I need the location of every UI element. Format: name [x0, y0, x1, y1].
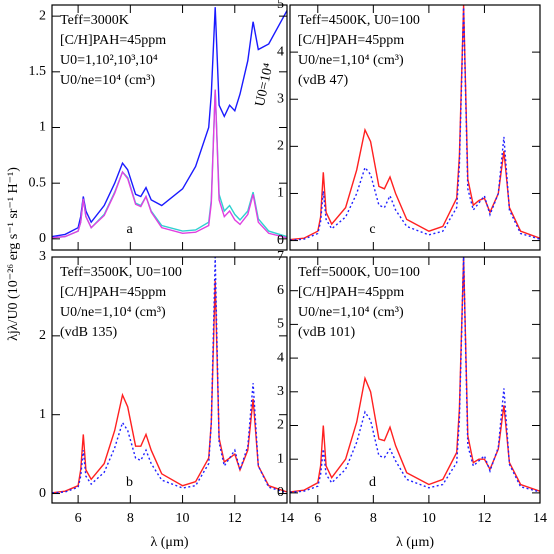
spectrum-line	[52, 280, 287, 494]
spectrum-line	[290, 257, 540, 493]
panel-label: a	[126, 222, 133, 237]
y-tick-label: 0	[39, 486, 46, 501]
y-tick-label: 0	[277, 485, 284, 500]
plot-frame	[51, 256, 288, 504]
y-tick-label: 1	[39, 120, 46, 135]
annotation: Teff=3500K, U0=100	[60, 265, 182, 280]
y-tick-label: 0.5	[29, 175, 47, 190]
annotation: (vdB 47)	[298, 73, 349, 88]
plot-frame	[289, 256, 541, 504]
y-tick-label: 3	[277, 91, 284, 106]
annotation: U0=1,10²,10³,10⁴	[60, 53, 158, 68]
annotation: (vdB 135)	[60, 325, 118, 340]
annotation: (vdB 101)	[298, 325, 356, 340]
x-tick-label: 12	[228, 511, 242, 526]
annotation: [C/H]PAH=45ppm	[60, 285, 166, 300]
y-tick-label: 1.5	[29, 64, 47, 79]
plot-lines	[52, 7, 287, 239]
annotation: U0/ne=1,10⁴ (cm³)	[298, 53, 404, 68]
y-tick-label: 2	[277, 418, 284, 433]
x-tick-label: 6	[75, 511, 82, 526]
x-tick-label: 12	[477, 511, 491, 526]
spectrum-line	[290, 5, 540, 241]
y-tick-label: 4	[277, 350, 284, 365]
panel-label: d	[369, 475, 376, 490]
plot-lines	[52, 257, 287, 494]
spectrum-line	[52, 89, 287, 239]
annotation: [C/H]PAH=45ppm	[298, 285, 404, 300]
annotation: Teff=4500K, U0=100	[298, 13, 420, 28]
x-tick-label: 10	[422, 511, 436, 526]
x-axis-label: λ (μm)	[150, 535, 188, 550]
x-tick-label: 8	[370, 511, 377, 526]
spectrum-line	[52, 89, 287, 239]
y-tick-label: 4	[277, 44, 284, 59]
panel-label: b	[126, 475, 133, 490]
y-tick-label: 1	[39, 407, 46, 422]
plot-frame	[289, 4, 541, 251]
plot-lines	[290, 257, 540, 493]
annotation: Teff=3000K	[60, 13, 129, 28]
spectrum-line	[52, 7, 287, 238]
annotation: Teff=5000K, U0=100	[298, 265, 420, 280]
y-tick-label: 0	[39, 231, 46, 246]
x-tick-label: 14	[533, 511, 547, 526]
y-tick-label: 0	[277, 233, 284, 248]
x-tick-label: 10	[176, 511, 190, 526]
x-tick-label: 14	[280, 511, 294, 526]
annotation: U0/ne=10⁴ (cm³)	[60, 73, 155, 88]
spectrum-line	[52, 257, 287, 494]
y-tick-label: 6	[277, 283, 284, 298]
y-tick-label: 5	[277, 0, 284, 12]
x-axis-label: λ (μm)	[396, 535, 434, 550]
annotation: U0/ne=1,10⁴ (cm³)	[60, 305, 166, 320]
y-tick-label: 7	[277, 249, 284, 264]
curve-label: U0=10⁴	[253, 62, 277, 108]
y-tick-label: 2	[39, 328, 46, 343]
y-tick-label: 5	[277, 317, 284, 332]
y-tick-label: 1	[277, 451, 284, 466]
annotation: [C/H]PAH=45ppm	[60, 33, 166, 48]
y-tick-label: 1	[277, 186, 284, 201]
y-tick-label: 2	[277, 139, 284, 154]
spectrum-line	[290, 7, 540, 241]
panel-label: c	[369, 222, 375, 237]
plot-lines	[290, 5, 540, 241]
x-tick-label: 6	[314, 511, 321, 526]
y-axis-label: λjλ/U0 (10⁻²⁶ erg s⁻¹ sr⁻¹ H⁻¹)	[6, 167, 21, 341]
y-tick-label: 3	[39, 249, 46, 264]
annotation: [C/H]PAH=45ppm	[298, 33, 404, 48]
annotation: U0/ne=1,10⁴ (cm³)	[298, 305, 404, 320]
y-tick-label: 2	[39, 8, 46, 23]
y-tick-label: 3	[277, 384, 284, 399]
x-tick-label: 8	[127, 511, 134, 526]
